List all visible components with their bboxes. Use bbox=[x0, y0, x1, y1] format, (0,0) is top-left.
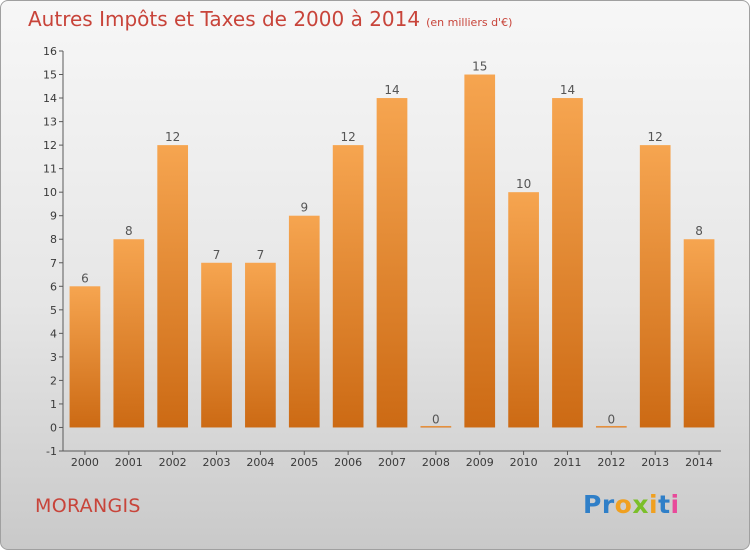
logo-letter: o bbox=[614, 490, 633, 519]
y-tick-label: 0 bbox=[50, 421, 57, 434]
logo-letter: i bbox=[649, 490, 659, 519]
bar bbox=[332, 145, 364, 428]
y-tick-label: 16 bbox=[43, 45, 57, 58]
logo-letter: r bbox=[601, 490, 615, 519]
data-label: 8 bbox=[125, 224, 133, 238]
y-tick-label: 13 bbox=[43, 116, 57, 129]
bar bbox=[288, 215, 320, 428]
data-label: 0 bbox=[432, 412, 440, 426]
x-tick-label: 2011 bbox=[553, 456, 581, 469]
data-label: 14 bbox=[384, 83, 399, 97]
y-tick-label: 5 bbox=[50, 304, 57, 317]
x-tick-label: 2003 bbox=[203, 456, 231, 469]
bar bbox=[639, 145, 671, 428]
x-tick-label: 2014 bbox=[685, 456, 713, 469]
y-tick-label: 14 bbox=[43, 92, 57, 105]
proxiti-logo: Proxiti bbox=[583, 490, 680, 519]
commune-name: MORANGIS bbox=[35, 495, 141, 517]
x-tick-label: 2005 bbox=[290, 456, 318, 469]
data-label: 6 bbox=[81, 271, 89, 285]
x-tick-label: 2013 bbox=[641, 456, 669, 469]
data-label: 12 bbox=[165, 130, 180, 144]
logo-letter: P bbox=[583, 490, 602, 519]
y-tick-label: 2 bbox=[50, 374, 57, 387]
x-tick-label: 2010 bbox=[510, 456, 538, 469]
bars bbox=[69, 74, 715, 428]
data-label: 15 bbox=[472, 60, 487, 74]
x-tick-label: 2006 bbox=[334, 456, 362, 469]
data-label: 8 bbox=[695, 224, 703, 238]
logo-letter: x bbox=[632, 490, 649, 519]
data-label: 9 bbox=[300, 201, 308, 215]
data-label: 10 bbox=[516, 177, 531, 191]
data-label: 7 bbox=[257, 248, 265, 262]
bar bbox=[201, 262, 232, 428]
y-tick-label: 11 bbox=[43, 163, 57, 176]
bar bbox=[69, 286, 101, 428]
y-tick-label: 7 bbox=[50, 257, 57, 270]
bar bbox=[157, 145, 189, 428]
y-tick-label: 4 bbox=[50, 327, 57, 340]
x-tick-label: 2001 bbox=[115, 456, 143, 469]
y-tick-label: 3 bbox=[50, 351, 57, 364]
chart-title: Autres Impôts et Taxes de 2000 à 2014 (en… bbox=[28, 7, 512, 31]
bar bbox=[464, 74, 496, 428]
bar bbox=[683, 239, 715, 428]
y-tick-label: 8 bbox=[50, 233, 57, 246]
data-label: 0 bbox=[608, 412, 616, 426]
title-text: Autres Impôts et Taxes de 2000 à 2014 bbox=[28, 7, 421, 31]
data-label: 12 bbox=[340, 130, 355, 144]
data-label: 14 bbox=[560, 83, 575, 97]
y-tick-label: -1 bbox=[46, 445, 57, 458]
x-tick-label: 2007 bbox=[378, 456, 406, 469]
y-tick-label: 10 bbox=[43, 186, 57, 199]
y-tick-label: 9 bbox=[50, 210, 57, 223]
logo-letter: t bbox=[658, 490, 671, 519]
bar bbox=[113, 239, 145, 428]
y-tick-label: 1 bbox=[50, 398, 57, 411]
bar bbox=[508, 192, 539, 428]
x-tick-label: 2004 bbox=[246, 456, 274, 469]
x-tick-label: 2012 bbox=[597, 456, 625, 469]
x-tick-label: 2000 bbox=[71, 456, 99, 469]
y-tick-label: 6 bbox=[50, 280, 57, 293]
data-label: 7 bbox=[213, 248, 221, 262]
bar bbox=[245, 262, 276, 428]
x-tick-label: 2002 bbox=[159, 456, 187, 469]
value-labels: 6 8 12 7 7 9 12 14 0 15 10 14 0 12 8 bbox=[81, 60, 703, 427]
data-label: 12 bbox=[648, 130, 663, 144]
y-tick-label: 12 bbox=[43, 139, 57, 152]
bar bbox=[420, 425, 452, 428]
x-tick-label: 2009 bbox=[466, 456, 494, 469]
logo-letter: i bbox=[670, 490, 680, 519]
bar bbox=[595, 425, 627, 428]
bar bbox=[552, 98, 583, 428]
x-tick-label: 2008 bbox=[422, 456, 450, 469]
y-tick-label: 15 bbox=[43, 69, 57, 82]
bar bbox=[376, 98, 408, 428]
title-unit: (en milliers d'€) bbox=[426, 16, 513, 29]
